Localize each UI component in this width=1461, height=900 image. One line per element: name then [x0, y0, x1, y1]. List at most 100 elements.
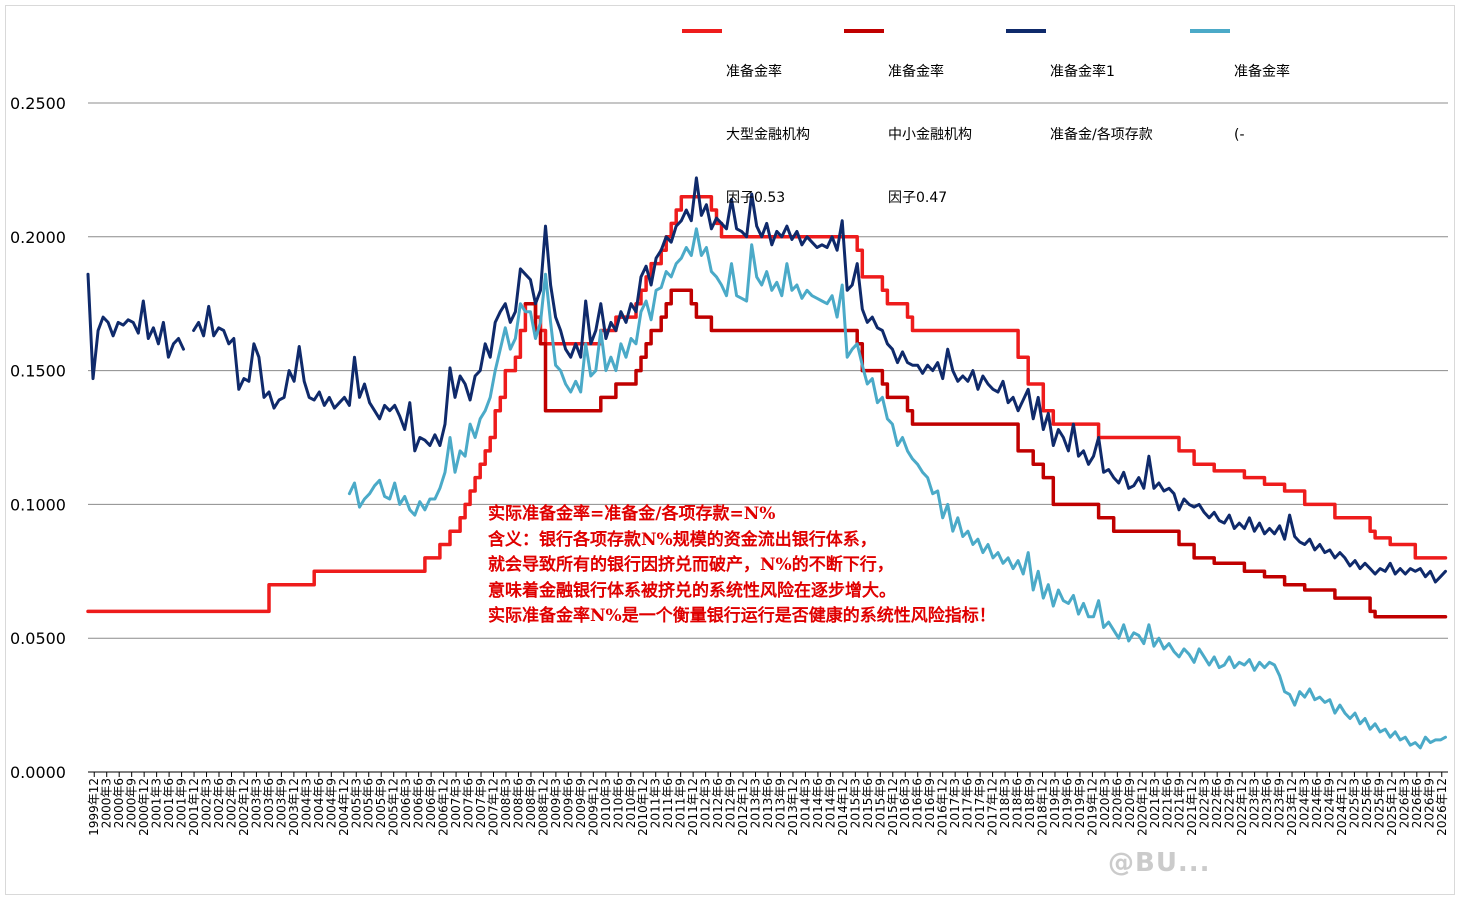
x-tick-label: 2020年3	[1098, 778, 1112, 828]
x-tick-label: 2011年12	[686, 778, 700, 836]
x-tick-label: 2016年9	[923, 778, 937, 828]
x-tick-label: 2012年12	[736, 778, 750, 836]
x-tick-label: 2026年12	[1435, 778, 1449, 836]
legend-label-line: 准备金/各项存款	[1050, 127, 1153, 143]
x-tick-label: 2018年3	[998, 778, 1012, 828]
x-tick-label: 2024年9	[1322, 778, 1336, 828]
x-tick-label: 2015年3	[848, 778, 862, 828]
legend-swatch-large	[682, 29, 722, 33]
x-tick-label: 2010年6	[611, 778, 625, 828]
x-tick-label: 2000年12	[137, 778, 151, 836]
x-tick-label: 2004年6	[312, 778, 326, 828]
legend-label-line: 准备金率	[888, 64, 944, 80]
x-tick-label: 2017年12	[986, 778, 1000, 836]
x-tick-label: 2022年9	[1223, 778, 1237, 828]
legend-label-line: 中小金融机构	[888, 127, 972, 143]
legend-label-line: 因子0.53	[726, 190, 786, 206]
x-tick-label: 2005年6	[362, 778, 376, 828]
x-tick-label: 2025年3	[1347, 778, 1361, 828]
series-line-3	[347, 227, 1447, 750]
y-tick-label: 0.0500	[10, 629, 66, 648]
x-tick-label: 2001年9	[175, 778, 189, 828]
x-tick-label: 2023年9	[1273, 778, 1287, 828]
x-tick-label: 2018年6	[1011, 778, 1025, 828]
x-tick-label: 2006年6	[412, 778, 426, 828]
x-tick-label: 2010年3	[599, 778, 613, 828]
annotation-line: 实际准备金率=准备金/各项存款=N%	[488, 504, 776, 524]
x-tick-label: 2019年12	[1085, 778, 1099, 836]
x-tick-label: 2026年6	[1410, 778, 1424, 828]
x-tick-label: 2026年3	[1397, 778, 1411, 828]
x-tick-label: 2019年3	[1048, 778, 1062, 828]
x-tick-label: 2018年12	[1035, 778, 1049, 836]
x-tick-label: 2002年6	[212, 778, 226, 828]
x-tick-label: 2003年12	[287, 778, 301, 836]
x-tick-label: 2002年3	[200, 778, 214, 828]
x-tick-label: 2016年3	[898, 778, 912, 828]
chart-frame	[5, 5, 1455, 895]
x-tick-label: 2004年3	[299, 778, 313, 828]
x-tick-label: 2011年3	[649, 778, 663, 828]
x-tick-label: 2017年9	[973, 778, 987, 828]
x-tick-label: 2017年3	[948, 778, 962, 828]
series-line-1	[523, 288, 1448, 619]
series-line-0	[86, 194, 1448, 614]
legend-swatch-actual	[1006, 29, 1046, 33]
x-tick-label: 2003年9	[274, 778, 288, 828]
legend-item-large-institutions: 准备金率 大型金融机构 因子0.53	[682, 20, 832, 206]
series-line-2	[192, 176, 1447, 584]
x-tick-label: 2019年6	[1060, 778, 1074, 828]
x-tick-label: 2005年9	[374, 778, 388, 828]
y-tick-label: 0.2000	[10, 228, 66, 247]
x-tick-label: 2004年9	[324, 778, 338, 828]
y-tick-label: 0.2500	[10, 94, 66, 113]
x-tick-label: 2025年6	[1360, 778, 1374, 828]
x-tick-label: 2000年6	[112, 778, 126, 828]
x-tick-label: 2019年9	[1073, 778, 1087, 828]
x-tick-label: 2023年3	[1248, 778, 1262, 828]
x-tick-label: 2024年6	[1310, 778, 1324, 828]
x-tick-label: 2009年9	[574, 778, 588, 828]
x-tick-label: 2020年12	[1135, 778, 1149, 836]
x-tick-label: 2026年9	[1422, 778, 1436, 828]
x-tick-label: 2009年6	[561, 778, 575, 828]
series-line-2	[86, 272, 185, 381]
x-tick-label: 2006年12	[437, 778, 451, 836]
x-tick-label: 2007年9	[474, 778, 488, 828]
x-tick-label: 2006年3	[399, 778, 413, 828]
x-tick-label: 2002年12	[237, 778, 251, 836]
watermark: @BU...	[1108, 848, 1211, 878]
legend-label-line: 准备金率	[1234, 64, 1290, 80]
x-tick-label: 2007年3	[449, 778, 463, 828]
x-tick-label: 2021年12	[1185, 778, 1199, 836]
x-tick-label: 2017年6	[961, 778, 975, 828]
y-tick-label: 0.0000	[10, 763, 66, 782]
legend-label-line: 因子0.47	[888, 190, 948, 206]
x-tick-label: 2023年12	[1285, 778, 1299, 836]
legend-label-line: 大型金融机构	[726, 127, 810, 143]
legend-swatch-light	[1190, 29, 1230, 33]
legend-label-line: (-	[1234, 127, 1245, 143]
legend-item-actual-ratio: 准备金率1 准备金/各项存款	[1006, 20, 1176, 143]
x-tick-label: 2013年12	[786, 778, 800, 836]
x-tick-label: 2012年9	[724, 778, 738, 828]
x-tick-label: 2010年12	[636, 778, 650, 836]
x-tick-label: 2006年9	[424, 778, 438, 828]
x-tick-label: 2014年12	[836, 778, 850, 836]
x-tick-label: 2022年3	[1198, 778, 1212, 828]
x-tick-label: 2001年6	[162, 778, 176, 828]
legend-item-light-ratio: 准备金率 (-	[1190, 20, 1310, 143]
x-tick-label: 2020年6	[1110, 778, 1124, 828]
x-tick-label: 2021年3	[1148, 778, 1162, 828]
x-tick-label: 2016年12	[936, 778, 950, 836]
x-tick-label: 2000年3	[100, 778, 114, 828]
x-tick-label: 2025年12	[1385, 778, 1399, 836]
x-tick-label: 2008年12	[536, 778, 550, 836]
annotation-line: 实际准备金率N%是一个衡量银行运行是否健康的系统性风险指标！	[488, 606, 996, 626]
x-tick-label: 2005年3	[349, 778, 363, 828]
legend-swatch-small	[844, 29, 884, 33]
x-tick-label: 2013年6	[761, 778, 775, 828]
y-tick-label: 0.1500	[10, 362, 66, 381]
x-tick-label: 2022年6	[1210, 778, 1224, 828]
x-tick-label: 2003年6	[262, 778, 276, 828]
